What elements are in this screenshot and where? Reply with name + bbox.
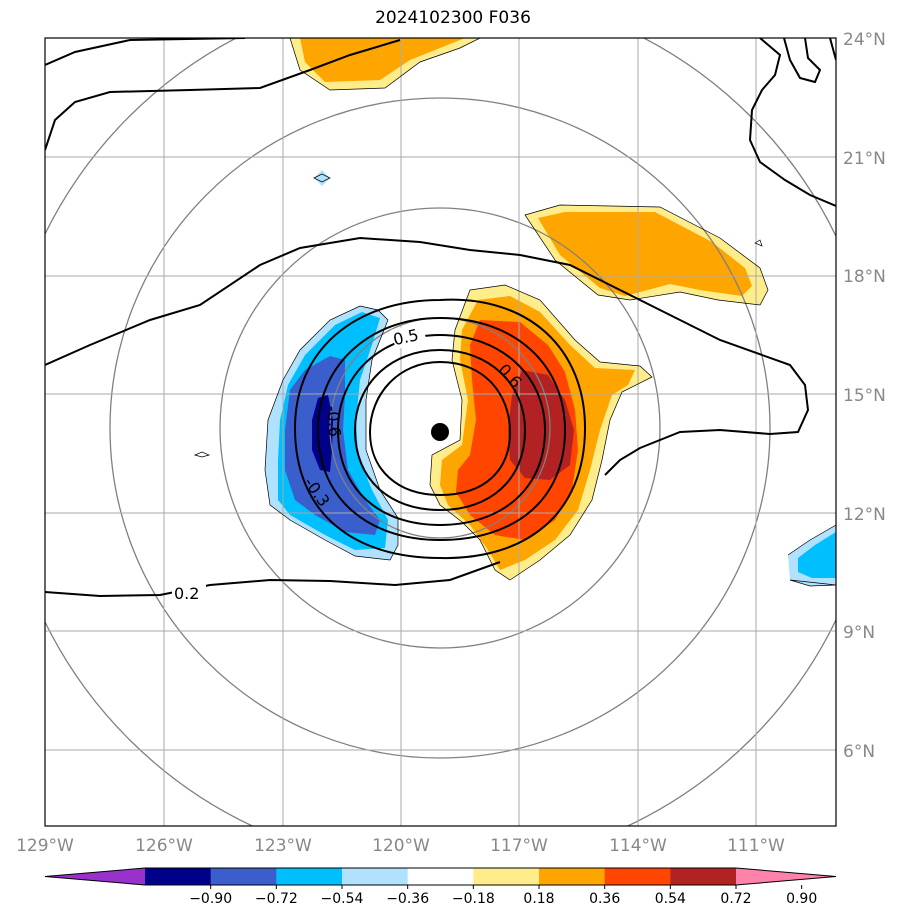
lat-tick: 6°N [843, 742, 875, 762]
contour-lines [45, 38, 810, 598]
lat-tick: 18°N [843, 267, 886, 287]
contour-ring-5 [368, 360, 512, 497]
range-rings [45, 38, 836, 826]
lon-tick: 117°W [490, 836, 548, 856]
lon-tick: 123°W [254, 836, 312, 856]
contour-tl-2 [45, 39, 401, 151]
lat-tick: 12°N [843, 505, 886, 525]
colorbar: −0.90 −0.72 −0.54 −0.36 −0.18 0.18 0.36 0.54 0.7… [44, 867, 837, 907]
contour-0.2-lower [45, 561, 501, 598]
map-frame [44, 37, 837, 827]
shade-speck [314, 170, 330, 186]
colorbar-tick-label: 0.18 [523, 891, 554, 907]
colorbar-segment [342, 868, 409, 885]
colorbar-extend-low [45, 868, 145, 885]
coastline [748, 38, 836, 207]
colorbar-tick-label: −0.72 [255, 891, 298, 907]
range-ring-3 [109, 97, 771, 759]
lon-tick: 126°W [135, 836, 193, 856]
colorbar-segment [473, 868, 540, 885]
storm-center-marker [431, 423, 449, 441]
shade-se-cyan [798, 532, 836, 578]
contour-label-0.5: 0.5 [391, 325, 420, 349]
lon-tick: 111°W [727, 836, 785, 856]
contour-label-0.2: 0.2 [174, 584, 199, 603]
colorbar-tick-label: 0.36 [589, 891, 620, 907]
colorbar-tick-label: −0.54 [321, 891, 364, 907]
lon-tick: 120°W [372, 836, 430, 856]
shade-north-orange [300, 38, 465, 82]
colorbar-tick-label: 0.54 [655, 891, 686, 907]
contour-0.2-upper [45, 236, 810, 476]
range-ring-2 [219, 207, 661, 649]
colorbar-segment [276, 868, 343, 885]
lat-tick: 24°N [843, 30, 886, 50]
colorbar-tick-label: −0.18 [452, 891, 495, 907]
graticule [45, 38, 836, 826]
colorbar-extend-high [736, 868, 836, 885]
contour-ring-3 [336, 333, 547, 527]
shading-layer [265, 38, 836, 586]
shade-outlines [193, 38, 836, 587]
lat-tick: 15°N [843, 386, 886, 406]
lat-tick: 21°N [843, 149, 886, 169]
contour-ring-4 [353, 348, 527, 512]
colorbar-segment [539, 868, 606, 885]
contour-label-minus-0.6: -0.6 [323, 405, 345, 438]
lat-tick: 9°N [843, 623, 875, 643]
colorbar-tick-label: 0.90 [786, 891, 817, 907]
colorbar-segment [145, 868, 212, 885]
latitude-ticks: 24°N 21°N 18°N 15°N 12°N 9°N 6°N [843, 30, 886, 762]
colorbar-segment [210, 868, 277, 885]
colorbar-tick-label: −0.36 [386, 891, 429, 907]
colorbar-tick-label: 0.72 [720, 891, 751, 907]
lon-tick: 114°W [609, 836, 667, 856]
map-title: 2024102300 F036 [375, 8, 531, 28]
contour-ring-1 [293, 298, 587, 560]
shade-pos-darkred [508, 370, 574, 480]
colorbar-segment [604, 868, 671, 885]
longitude-ticks: 129°W 126°W 123°W 120°W 117°W 114°W 111°… [16, 836, 785, 856]
colorbar-segment [670, 868, 737, 885]
colorbar-segment [407, 868, 474, 885]
colorbar-tick-label: −0.90 [189, 891, 232, 907]
contour-tl-1 [45, 38, 246, 66]
shade-neg-navy [312, 395, 333, 472]
lon-tick: 129°W [16, 836, 74, 856]
contour-ring-2 [316, 316, 567, 542]
